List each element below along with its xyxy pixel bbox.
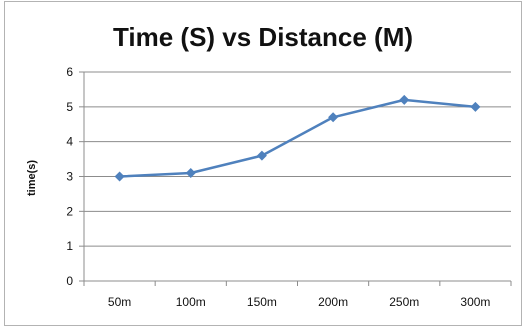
x-tick-label: 300m (460, 295, 490, 309)
y-tick-label: 3 (66, 170, 73, 184)
x-tick-label: 100m (176, 295, 206, 309)
data-point-marker (185, 168, 196, 179)
plot-area: 0 1 2 3 4 5 6 50m 100m 150m 200m 250m 300m (66, 65, 512, 309)
x-tick-label: 250m (389, 295, 419, 309)
x-tick-label: 50m (108, 295, 131, 309)
data-point-marker (399, 94, 410, 105)
y-tick-label: 5 (66, 100, 73, 114)
data-point-marker (328, 112, 339, 123)
y-tick-label: 4 (66, 135, 73, 149)
data-point-marker (114, 171, 125, 182)
y-tick-label: 1 (66, 239, 73, 253)
y-tick-label: 0 (66, 274, 73, 288)
data-point-marker (470, 101, 481, 112)
y-tick-label: 2 (66, 204, 73, 218)
y-tick-label: 6 (66, 65, 73, 79)
x-tick-label: 200m (318, 295, 348, 309)
series-line (119, 98, 476, 178)
data-point-marker (256, 150, 267, 161)
chart-title: Time (S) vs Distance (M) (112, 22, 414, 52)
x-tick-label: 150m (247, 295, 277, 309)
